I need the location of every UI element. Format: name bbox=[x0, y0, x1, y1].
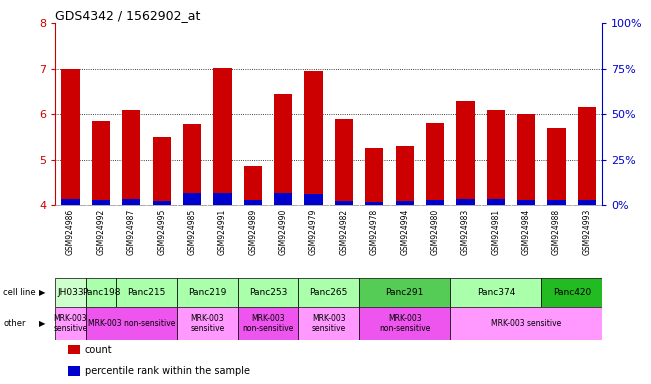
Text: MRK-003
non-sensitive: MRK-003 non-sensitive bbox=[379, 314, 430, 333]
Text: GSM924983: GSM924983 bbox=[461, 209, 470, 255]
Text: Panc198: Panc198 bbox=[81, 288, 120, 297]
Text: MRK-003
sensitive: MRK-003 sensitive bbox=[312, 314, 346, 333]
Bar bbox=[426, 123, 444, 205]
Bar bbox=[68, 366, 80, 376]
Text: percentile rank within the sample: percentile rank within the sample bbox=[85, 366, 249, 376]
Bar bbox=[298, 278, 359, 307]
Text: MRK-003 non-sensitive: MRK-003 non-sensitive bbox=[88, 319, 175, 328]
Text: GSM924995: GSM924995 bbox=[157, 209, 166, 255]
Text: Panc374: Panc374 bbox=[477, 288, 515, 297]
Bar bbox=[578, 200, 596, 205]
Text: ▶: ▶ bbox=[39, 319, 46, 328]
Text: GSM924985: GSM924985 bbox=[187, 209, 197, 255]
Text: GSM924978: GSM924978 bbox=[370, 209, 379, 255]
Text: GSM924986: GSM924986 bbox=[66, 209, 75, 255]
Bar bbox=[365, 147, 383, 205]
Bar bbox=[305, 71, 323, 205]
Bar bbox=[177, 278, 238, 307]
Bar bbox=[359, 278, 450, 307]
Text: JH033: JH033 bbox=[57, 288, 84, 297]
Text: MRK-003 sensitive: MRK-003 sensitive bbox=[491, 319, 561, 328]
Text: MRK-003
non-sensitive: MRK-003 non-sensitive bbox=[242, 314, 294, 333]
Bar bbox=[359, 307, 450, 340]
Bar bbox=[116, 278, 177, 307]
Bar bbox=[55, 307, 86, 340]
Bar bbox=[305, 194, 323, 205]
Text: GSM924984: GSM924984 bbox=[521, 209, 531, 255]
Text: GDS4342 / 1562902_at: GDS4342 / 1562902_at bbox=[55, 9, 201, 22]
Bar bbox=[238, 307, 298, 340]
Text: GSM924990: GSM924990 bbox=[279, 209, 288, 255]
Bar bbox=[456, 199, 475, 205]
Text: Panc253: Panc253 bbox=[249, 288, 287, 297]
Bar bbox=[243, 200, 262, 205]
Bar bbox=[122, 199, 141, 205]
Bar bbox=[335, 201, 353, 205]
Text: ▶: ▶ bbox=[39, 288, 46, 297]
Bar bbox=[152, 137, 171, 205]
Text: count: count bbox=[85, 345, 112, 355]
Bar bbox=[426, 200, 444, 205]
Bar bbox=[92, 121, 110, 205]
Text: other: other bbox=[3, 319, 26, 328]
Text: GSM924981: GSM924981 bbox=[492, 209, 501, 255]
Bar bbox=[335, 119, 353, 205]
Text: MRK-003
sensitive: MRK-003 sensitive bbox=[190, 314, 225, 333]
Bar bbox=[61, 69, 79, 205]
Bar bbox=[542, 278, 602, 307]
Text: GSM924982: GSM924982 bbox=[339, 209, 348, 255]
Text: GSM924993: GSM924993 bbox=[583, 209, 592, 255]
Bar bbox=[298, 307, 359, 340]
Text: GSM924991: GSM924991 bbox=[218, 209, 227, 255]
Bar bbox=[177, 307, 238, 340]
Text: Panc219: Panc219 bbox=[188, 288, 227, 297]
Text: GSM924979: GSM924979 bbox=[309, 209, 318, 255]
Bar bbox=[396, 201, 414, 205]
Bar bbox=[396, 146, 414, 205]
Bar bbox=[214, 68, 232, 205]
Bar bbox=[183, 124, 201, 205]
Bar bbox=[365, 202, 383, 205]
Text: Panc215: Panc215 bbox=[128, 288, 165, 297]
Bar bbox=[517, 200, 535, 205]
Bar bbox=[487, 110, 505, 205]
Bar bbox=[183, 193, 201, 205]
Bar bbox=[456, 101, 475, 205]
Text: Panc265: Panc265 bbox=[310, 288, 348, 297]
Bar bbox=[92, 200, 110, 205]
Bar bbox=[238, 278, 298, 307]
Bar bbox=[214, 193, 232, 205]
Bar bbox=[86, 278, 116, 307]
Bar bbox=[450, 278, 542, 307]
Bar bbox=[152, 201, 171, 205]
Text: GSM924980: GSM924980 bbox=[430, 209, 439, 255]
Bar bbox=[547, 128, 566, 205]
Bar bbox=[61, 199, 79, 205]
Bar bbox=[450, 307, 602, 340]
Text: GSM924988: GSM924988 bbox=[552, 209, 561, 255]
Bar bbox=[274, 193, 292, 205]
Bar bbox=[86, 307, 177, 340]
Text: GSM924989: GSM924989 bbox=[248, 209, 257, 255]
Bar bbox=[274, 94, 292, 205]
Text: MRK-003
sensitive: MRK-003 sensitive bbox=[53, 314, 88, 333]
Bar bbox=[243, 166, 262, 205]
Text: cell line: cell line bbox=[3, 288, 36, 297]
Text: GSM924992: GSM924992 bbox=[96, 209, 105, 255]
Bar bbox=[122, 110, 141, 205]
Text: GSM924987: GSM924987 bbox=[127, 209, 136, 255]
Bar bbox=[578, 108, 596, 205]
Bar bbox=[487, 199, 505, 205]
Bar bbox=[517, 114, 535, 205]
Text: Panc420: Panc420 bbox=[553, 288, 591, 297]
Bar bbox=[55, 278, 86, 307]
Text: GSM924994: GSM924994 bbox=[400, 209, 409, 255]
Text: Panc291: Panc291 bbox=[385, 288, 424, 297]
Bar bbox=[547, 200, 566, 205]
Bar bbox=[68, 345, 80, 354]
